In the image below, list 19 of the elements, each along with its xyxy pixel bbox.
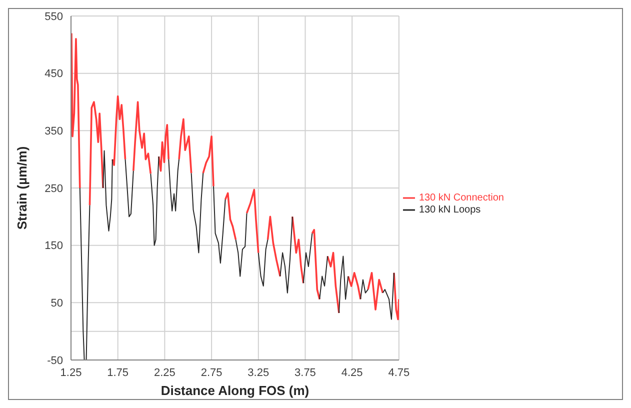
x-axis-title: Distance Along FOS (m) xyxy=(160,383,310,398)
x-tick-label: 3.75 xyxy=(294,366,316,379)
y-tick-label: 250 xyxy=(44,182,63,195)
y-tick-label: 150 xyxy=(44,240,63,252)
x-tick-label: 4.25 xyxy=(341,366,363,379)
y-tick-label: 550 xyxy=(44,10,63,23)
x-tick-label: 2.25 xyxy=(154,366,176,379)
y-tick-label: 450 xyxy=(44,68,63,80)
y-tick-label: -50 xyxy=(47,354,63,367)
y-tick-label: 50 xyxy=(50,298,63,310)
x-tick-label: 1.75 xyxy=(107,366,129,379)
legend-label: 130 kN Loops xyxy=(418,204,481,216)
y-tick-label: 350 xyxy=(44,126,63,138)
x-tick-label: 3.25 xyxy=(248,366,270,379)
y-axis-title: Strain (µm/m) xyxy=(14,146,30,230)
legend-label: 130 kN Connection xyxy=(418,192,504,204)
x-tick-label: 1.25 xyxy=(60,366,82,379)
x-tick-label: 2.75 xyxy=(200,366,222,379)
x-tick-label: 4.75 xyxy=(388,366,410,379)
